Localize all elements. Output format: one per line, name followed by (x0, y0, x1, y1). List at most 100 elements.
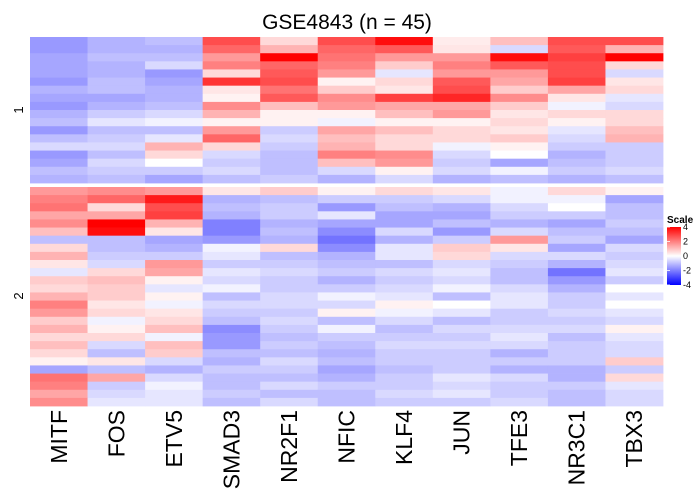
heatmap-cell (432, 324, 491, 334)
heatmap-cell (260, 142, 319, 151)
heatmap-cell (432, 85, 491, 95)
heatmap-cell (145, 126, 204, 135)
heatmap-cell (432, 126, 491, 135)
heatmap-cell (145, 93, 204, 103)
heatmap-cell (145, 341, 204, 350)
heatmap-cell (30, 276, 88, 285)
heatmap-cell (317, 357, 376, 366)
heatmap-cell (432, 166, 491, 176)
heatmap-cell (432, 227, 491, 237)
heatmap-cell (260, 397, 319, 407)
heatmap-cell (202, 110, 261, 119)
heatmap-cell (30, 227, 88, 237)
heatmap-cell (260, 341, 319, 350)
heatmap-cell (260, 227, 319, 237)
heatmap-cell (375, 251, 434, 261)
heatmap-cell (490, 227, 549, 237)
heatmap-cell (605, 134, 664, 143)
heatmap-cell (375, 45, 434, 54)
heatmap-cell (605, 333, 664, 342)
heatmap-cell (547, 110, 606, 119)
heatmap-cell (145, 235, 204, 245)
heatmap-cell (605, 158, 664, 168)
heatmap-cell (260, 243, 319, 253)
heatmap-cell (317, 158, 376, 168)
heatmap-cell (202, 203, 261, 212)
heatmap-cell (375, 126, 434, 135)
heatmap-cell (490, 77, 549, 87)
heatmap-cell (432, 61, 491, 70)
heatmap-cell (375, 53, 434, 62)
heatmap-cell (30, 381, 88, 391)
heatmap-cell (30, 373, 88, 383)
heatmap-cell (605, 381, 664, 391)
heatmap-cell (490, 37, 549, 46)
row-group-labels: 12 (11, 106, 26, 299)
heatmap-cell (30, 110, 88, 119)
heatmap-cell (87, 187, 146, 196)
heatmap-cell (375, 187, 434, 196)
heatmap-cell (260, 69, 319, 78)
heatmap-cell (202, 243, 261, 253)
heatmap-cell (547, 77, 606, 87)
heatmap-cell (490, 150, 549, 160)
heatmap-cell (202, 85, 261, 95)
heatmap-cell (87, 333, 146, 342)
heatmap-cell (317, 349, 376, 358)
heatmap-cell (260, 284, 319, 293)
heatmap-cell (317, 276, 376, 285)
heatmap-cell (432, 53, 491, 62)
heatmap-cell (317, 211, 376, 220)
heatmap-cell (432, 373, 491, 383)
heatmap-cell (202, 235, 261, 245)
heatmap-cell (317, 203, 376, 212)
heatmap-cell (605, 85, 664, 95)
heatmap-cell (432, 211, 491, 220)
heatmap-cell (605, 118, 664, 127)
heatmap-cell (30, 93, 88, 103)
heatmap-cell (317, 333, 376, 342)
heatmap-cell (87, 300, 146, 310)
heatmap-cell (30, 101, 88, 111)
heatmap-cell (30, 219, 88, 228)
heatmap-cell (145, 357, 204, 366)
heatmap-cell (605, 110, 664, 119)
heatmap-cell (375, 260, 434, 269)
heatmap-cell (547, 134, 606, 143)
heatmap-cell (30, 174, 88, 184)
heatmap-cell (145, 373, 204, 383)
heatmap-cell (87, 126, 146, 135)
heatmap-cell (375, 150, 434, 160)
heatmap-cell (432, 203, 491, 212)
heatmap-cell (145, 381, 204, 391)
heatmap-cell (145, 174, 204, 184)
heatmap-cell (605, 357, 664, 366)
heatmap-cell (375, 134, 434, 143)
heatmap-cell (432, 77, 491, 87)
heatmap-cell (30, 61, 88, 70)
heatmap-cell (145, 77, 204, 87)
heatmap-cell (202, 349, 261, 358)
heatmap-cell (317, 365, 376, 374)
heatmap-cell (317, 142, 376, 151)
heatmap-cell (490, 61, 549, 70)
heatmap-cell (30, 333, 88, 342)
heatmap-cell (202, 53, 261, 62)
heatmap-cell (547, 308, 606, 318)
heatmap-cell (605, 150, 664, 160)
heatmap-cell (490, 219, 549, 228)
chart-title: GSE4843 (n = 45) (262, 11, 432, 34)
heatmap-cell (145, 37, 204, 46)
heatmap-cell (375, 292, 434, 301)
heatmap-cell (260, 126, 319, 135)
heatmap-cell (87, 53, 146, 62)
heatmap-cell (490, 381, 549, 391)
heatmap-cell (260, 373, 319, 383)
heatmap-cell (547, 251, 606, 261)
heatmap-cell (30, 69, 88, 78)
heatmap-cell (547, 85, 606, 95)
heatmap-cell (145, 324, 204, 334)
heatmap-cell (30, 134, 88, 143)
heatmap-cell (375, 308, 434, 318)
